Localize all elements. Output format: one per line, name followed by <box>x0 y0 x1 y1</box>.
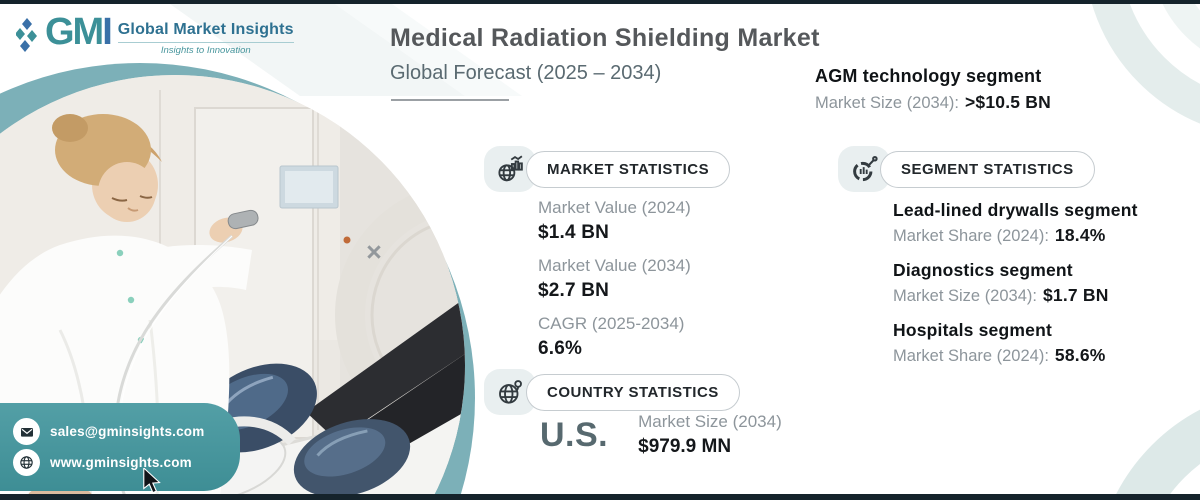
subtitle-divider <box>391 99 509 101</box>
country-name: U.S. <box>540 415 609 454</box>
segment-name: Diagnostics segment <box>893 260 1073 280</box>
highlight-label: Market Size (2034): <box>815 94 959 112</box>
segment-lead-lined-drywalls: Lead-lined drywalls segment Market Share… <box>893 200 1138 246</box>
segment-value: 18.4% <box>1054 225 1106 245</box>
stat-market-value-2024: Market Value (2024) $1.4 BN <box>538 198 691 244</box>
country-stat: Market Size (2034) $979.9 MN <box>638 412 782 458</box>
stat-value: $979.9 MN <box>638 436 732 457</box>
gmi-logo: GMI Global Market Insights Insights to I… <box>16 11 294 60</box>
page-title: Medical Radiation Shielding Market <box>390 24 820 52</box>
bottom-edge-bar <box>0 494 1200 500</box>
segment-label: Market Share (2024): <box>893 347 1049 365</box>
country-statistics-header: COUNTRY STATISTICS <box>484 369 740 415</box>
page-subtitle: Global Forecast (2025 – 2034) <box>390 62 662 84</box>
segment-name: Lead-lined drywalls segment <box>893 200 1138 220</box>
door <box>194 107 314 439</box>
segment-value: $1.7 BN <box>1042 285 1109 305</box>
globe-chart-icon <box>498 155 523 182</box>
contact-email[interactable]: sales@gminsights.com <box>50 424 205 439</box>
highlight-value: >$10.5 BN <box>964 92 1051 112</box>
envelope-icon <box>20 427 33 437</box>
brand-tagline: Insights to Innovation <box>117 42 294 56</box>
market-statistics-list: Market Value (2024) $1.4 BN Market Value… <box>538 198 691 372</box>
stat-label: Market Value (2034) <box>538 256 691 275</box>
corner-rings-top-right <box>1090 0 1200 124</box>
contact-website-row[interactable]: www.gminsights.com <box>13 449 224 476</box>
segment-value: 58.6% <box>1054 345 1106 365</box>
segment-name: Hospitals segment <box>893 320 1052 340</box>
brand-name: Global Market Insights <box>117 21 294 38</box>
contact-website[interactable]: www.gminsights.com <box>50 455 192 470</box>
segment-label: Market Share (2024): <box>893 227 1049 245</box>
contact-panel: sales@gminsights.com www.gminsights.com <box>0 403 240 491</box>
segment-statistics-list: Lead-lined drywalls segment Market Share… <box>893 200 1138 380</box>
market-statistics-header: MARKET STATISTICS <box>484 146 731 192</box>
highlight-segment-name: AGM technology segment <box>815 66 1042 86</box>
gmi-wordmark: GMI <box>45 11 113 53</box>
stat-value: 6.6% <box>538 338 583 359</box>
stat-value: $2.7 BN <box>538 280 610 301</box>
stat-market-value-2034: Market Value (2034) $2.7 BN <box>538 256 691 302</box>
market-statistics-pill: MARKET STATISTICS <box>526 150 731 188</box>
email-icon <box>13 418 40 445</box>
stat-value: $1.4 BN <box>538 222 610 243</box>
stat-label: CAGR (2025-2034) <box>538 314 685 333</box>
gmi-logo-mark-icon <box>16 18 37 52</box>
country-statistics-pill: COUNTRY STATISTICS <box>526 373 740 411</box>
contact-email-row[interactable]: sales@gminsights.com <box>13 418 224 445</box>
country-statistics-icon-chip <box>484 369 536 415</box>
segment-hospitals: Hospitals segment Market Share (2024): 58… <box>893 320 1138 366</box>
top-edge-bar <box>0 0 1200 4</box>
mouse-cursor-icon <box>143 468 161 494</box>
segment-statistics-pill: SEGMENT STATISTICS <box>880 150 1095 188</box>
stat-label: Market Size (2034) <box>638 412 782 431</box>
highlight-block: AGM technology segment Market Size (2034… <box>815 66 1051 113</box>
website-icon <box>13 449 40 476</box>
stat-cagr: CAGR (2025-2034) 6.6% <box>538 314 691 360</box>
corner-rings-bottom-right <box>1113 409 1200 500</box>
donut-chart-arrow-icon <box>853 156 878 182</box>
patient-legs <box>306 296 465 474</box>
globe-icon <box>20 456 33 469</box>
segment-diagnostics: Diagnostics segment Market Size (2034): $… <box>893 260 1138 306</box>
country-statistics-row: U.S. Market Size (2034) $979.9 MN <box>540 412 782 458</box>
stat-label: Market Value (2024) <box>538 198 691 217</box>
segment-label: Market Size (2034): <box>893 287 1037 305</box>
globe-pin-icon <box>499 380 522 404</box>
wall-monitor <box>279 165 339 209</box>
segment-statistics-header: SEGMENT STATISTICS <box>838 146 1095 192</box>
